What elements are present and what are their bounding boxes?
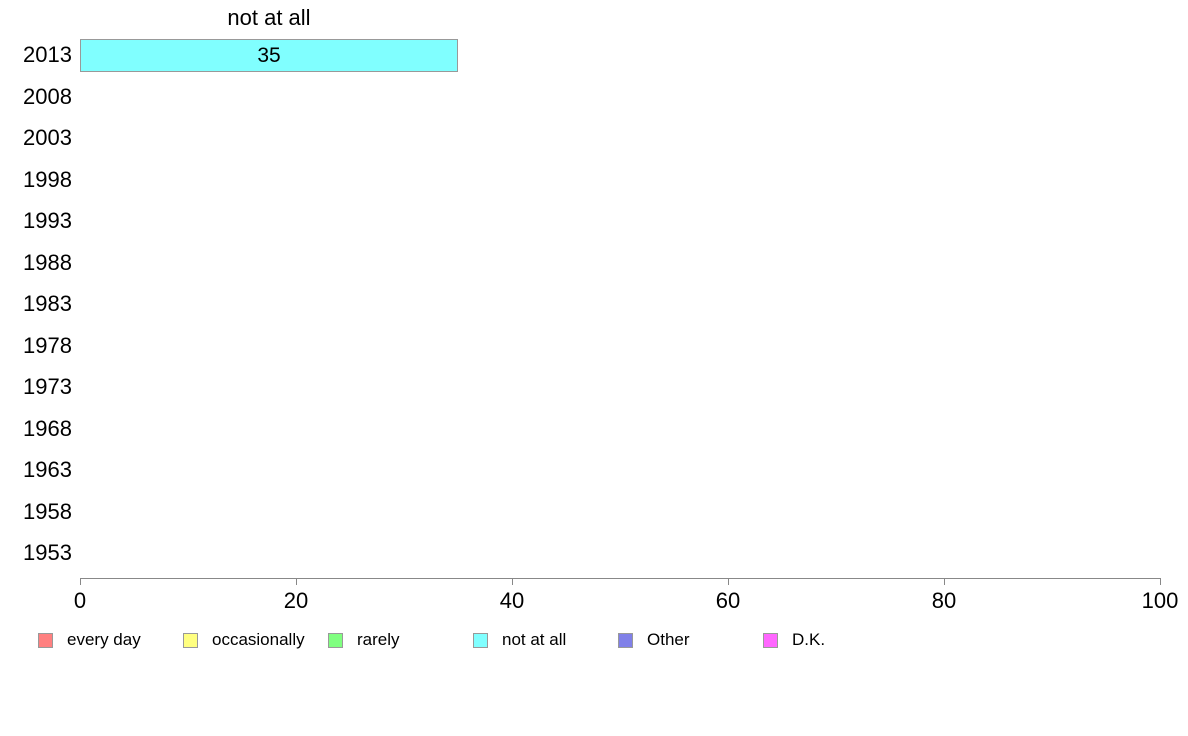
y-axis-label-1953: 1953 [23,540,72,566]
x-axis-tick-label-0: 0 [73,588,87,613]
x-axis-tick-100 [1160,578,1161,585]
bar-2013-not-at-all: 35 [80,38,458,72]
y-axis-label-1993: 1993 [23,208,72,234]
legend-label-other: Other [647,630,690,649]
legend-swatch-not-at-all [473,632,488,648]
y-axis-label-2008: 2008 [23,83,72,109]
legend-label-occasionally: occasionally [212,630,305,649]
bar-value-label: 35 [257,43,281,67]
legend-label-d-k: D.K. [792,630,826,649]
legend-swatch-every-day [38,632,53,648]
x-axis-tick-label-100: 100 [1141,588,1179,613]
legend-item-other: Other [618,630,690,649]
x-axis-tick-0 [80,578,81,585]
y-axis-label-1978: 1978 [23,332,72,358]
legend-label-rarely: rarely [357,630,400,649]
x-axis-tick-60 [728,578,729,585]
y-axis-label-1973: 1973 [23,374,72,400]
y-axis-label-2003: 2003 [23,125,72,151]
legend-label-every-day: every day [67,630,141,649]
legend-item-d-k: D.K. [763,630,826,649]
y-axis-label-1968: 1968 [23,415,72,441]
x-axis-tick-label-20: 20 [283,588,309,613]
x-axis-tick-label-60: 60 [715,588,741,613]
y-axis-label-1963: 1963 [23,457,72,483]
x-axis-tick-20 [296,578,297,585]
x-axis-tick-label-80: 80 [931,588,957,613]
y-axis-label-2013: 2013 [23,42,72,68]
x-axis-tick-label-40: 40 [499,588,525,613]
x-axis-tick-80 [944,578,945,585]
x-axis-line [80,578,1161,579]
y-axis-label-1958: 1958 [23,498,72,524]
legend-item-rarely: rarely [328,630,400,649]
x-axis-tick-40 [512,578,513,585]
chart-title: not at all [227,5,311,30]
legend-label-not-at-all: not at all [502,630,567,649]
legend-swatch-occasionally [183,632,198,648]
legend-swatch-rarely [328,632,343,648]
y-axis-label-1983: 1983 [23,291,72,317]
legend-item-not-at-all: not at all [473,630,567,649]
legend-item-occasionally: occasionally [183,630,305,649]
y-axis-label-1998: 1998 [23,166,72,192]
legend-swatch-d-k [763,632,778,648]
y-axis-label-1988: 1988 [23,249,72,275]
legend-item-every-day: every day [38,630,141,649]
legend-swatch-other [618,632,633,648]
